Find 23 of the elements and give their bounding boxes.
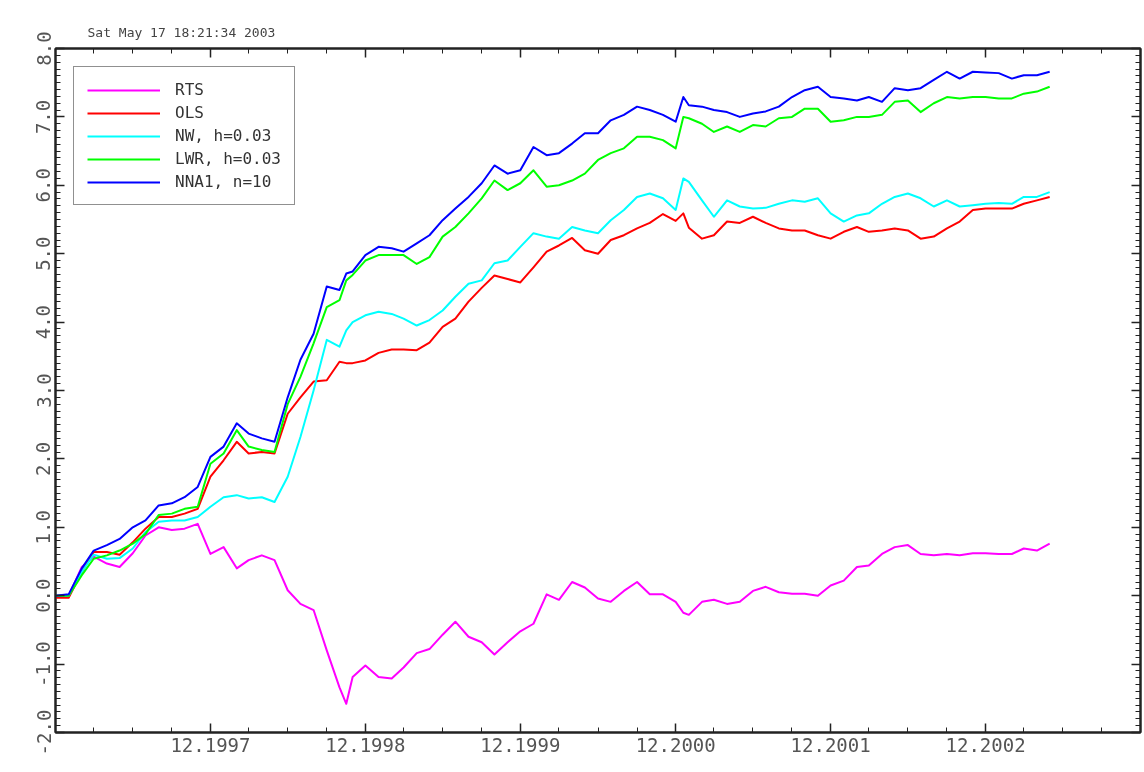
x-tick-label: 12.1998 xyxy=(325,733,406,756)
y-tick-label: -2.0 xyxy=(32,709,55,756)
legend-label: OLS xyxy=(175,103,204,122)
legend-label: LWR, h=0.03 xyxy=(175,149,281,168)
y-tick-label: 6.0 xyxy=(32,168,55,203)
x-tick-label: 12.2002 xyxy=(945,733,1026,756)
x-tick-label: 12.1997 xyxy=(170,733,251,756)
x-tick-label: 12.2000 xyxy=(635,733,716,756)
chart-title: Sat May 17 18:21:34 2003 xyxy=(87,24,276,40)
y-tick-label: 3.0 xyxy=(32,373,55,408)
y-tick-label: 4.0 xyxy=(32,304,55,340)
legend-label: NW, h=0.03 xyxy=(175,126,272,145)
y-tick-label: 0.0 xyxy=(32,578,55,613)
y-tick-label: 5.0 xyxy=(32,236,55,271)
legend-label: NNA1, n=10 xyxy=(175,172,272,191)
legend-label: RTS xyxy=(175,80,204,99)
x-tick-label: 12.2001 xyxy=(790,733,871,756)
x-tick-label: 12.1999 xyxy=(480,733,561,756)
y-tick-label: -1.0 xyxy=(32,641,55,687)
y-tick-label: 1.0 xyxy=(32,510,55,545)
y-tick-label: 7.0 xyxy=(32,99,55,135)
y-tick-label: 2.0 xyxy=(32,441,55,477)
y-tick-label: 8.0 xyxy=(32,31,55,66)
